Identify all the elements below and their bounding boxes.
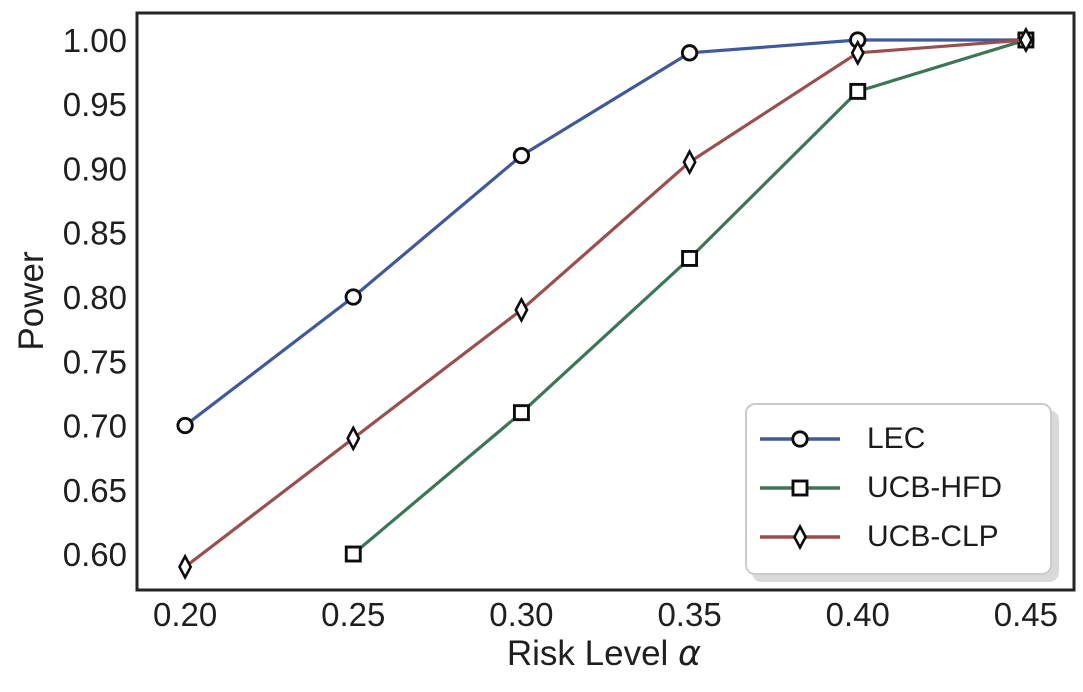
data-point-marker-ucb-hfd	[344, 545, 362, 563]
legend-label-ucb-hfd: UCB-HFD	[867, 470, 1002, 504]
y-tick-label: 0.80	[63, 279, 127, 316]
x-tick-label: 0.25	[321, 596, 385, 633]
y-tick-label: 0.85	[63, 215, 127, 252]
x-axis-label-alpha-symbol: α	[678, 634, 702, 674]
data-point-marker-lec	[344, 288, 362, 306]
lec-line-circle-marker-icon	[760, 430, 840, 448]
data-point-marker-ucb-clp	[178, 553, 193, 581]
y-axis-label: Power	[12, 251, 51, 351]
x-tick-label: 0.20	[153, 596, 217, 633]
data-point-marker-ucb-hfd	[681, 249, 699, 267]
x-tick-label: 0.40	[826, 596, 890, 633]
data-point-marker-ucb-clp	[346, 425, 361, 452]
series-line-ucb-clp	[183, 38, 1028, 569]
ucb-clp-line-diamond-marker-icon	[760, 523, 840, 550]
data-point-marker-ucb-hfd	[849, 82, 867, 100]
legend: LEC UCB-HFD UCB-CLP	[745, 403, 1052, 575]
y-tick-label: 0.90	[63, 150, 127, 187]
legend-marker-ucb-hfd	[791, 479, 809, 497]
legend-row-ucb-hfd: UCB-HFD	[759, 464, 1050, 512]
data-point-marker-ucb-clp	[682, 148, 697, 176]
data-point-marker-ucb-hfd	[512, 404, 530, 422]
legend-label-lec: LEC	[867, 422, 926, 456]
y-tick-label: 0.65	[63, 472, 127, 509]
data-point-marker-lec	[680, 44, 699, 62]
x-axis-label: Risk Level α	[507, 634, 701, 674]
data-point-marker-ucb-clp	[1018, 26, 1033, 54]
y-tick-label: 0.70	[63, 408, 127, 445]
data-point-marker-ucb-clp	[850, 39, 865, 67]
series-line-lec	[183, 38, 1028, 428]
data-point-marker-lec	[176, 416, 194, 435]
y-tick-label: 0.75	[63, 343, 127, 380]
data-point-marker-ucb-clp	[514, 296, 529, 324]
y-tick-label: 0.60	[63, 536, 127, 573]
legend-row-lec: LEC	[759, 415, 1050, 463]
x-axis-label-text: Risk Level	[506, 634, 669, 673]
legend-row-ucb-clp: UCB-CLP	[759, 513, 1050, 561]
data-point-marker-lec	[512, 146, 531, 165]
plot-border-spines	[135, 11, 1076, 592]
ucb-hfd-line-square-marker-icon	[760, 479, 840, 497]
x-tick-label: 0.35	[657, 596, 721, 633]
y-tick-label: 0.95	[63, 86, 127, 123]
x-tick-label: 0.30	[489, 596, 553, 633]
legend-label-ucb-clp: UCB-CLP	[867, 519, 999, 553]
legend-marker-ucb-clp	[792, 523, 808, 550]
x-tick-label: 0.45	[994, 596, 1058, 633]
y-tick-label: 1.00	[63, 22, 127, 59]
legend-marker-lec	[791, 430, 809, 448]
